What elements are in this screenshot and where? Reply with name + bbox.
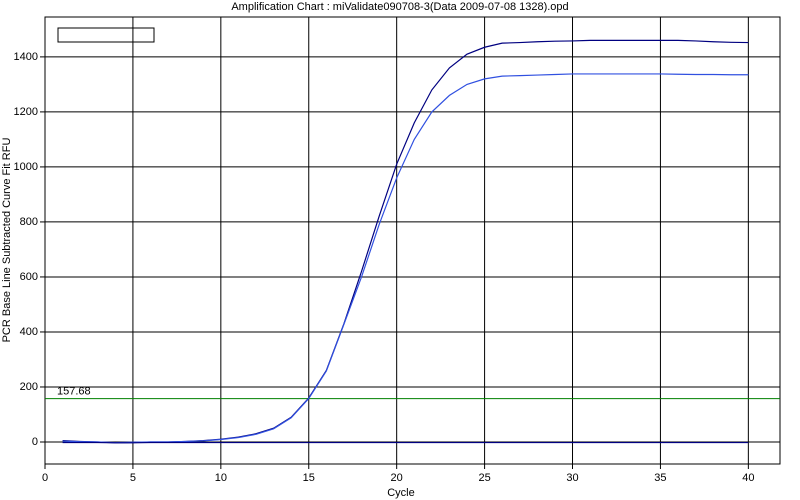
x-tick-label: 35 — [654, 472, 666, 484]
x-tick-label: 15 — [303, 472, 315, 484]
y-tick-label: 0 — [32, 436, 38, 448]
y-tick-label: 200 — [20, 381, 38, 393]
x-tick-label: 0 — [42, 472, 48, 484]
threshold-label: 157.68 — [57, 386, 91, 398]
series-line — [62, 73, 749, 444]
y-tick-label: 600 — [20, 271, 38, 283]
y-tick-label: 800 — [20, 216, 38, 228]
y-tick-label: 1200 — [14, 106, 38, 118]
x-tick-label: 20 — [391, 472, 403, 484]
plot-frame — [44, 16, 781, 465]
y-tick-label: 1400 — [14, 51, 38, 63]
x-tick-label: 25 — [478, 472, 490, 484]
x-tick-label: 10 — [215, 472, 227, 484]
x-tick-label: 30 — [566, 472, 578, 484]
y-tick-label: 400 — [20, 326, 38, 338]
y-axis-label: PCR Base Line Subtracted Curve Fit RFU — [1, 138, 13, 343]
x-tick-label: 40 — [742, 472, 754, 484]
chart-title: Amplification Chart : miValidate090708-3… — [231, 1, 568, 13]
x-axis-label: Cycle — [387, 487, 415, 499]
legend-box — [57, 27, 155, 43]
y-tick-label: 1000 — [14, 161, 38, 173]
x-tick-label: 5 — [130, 472, 136, 484]
